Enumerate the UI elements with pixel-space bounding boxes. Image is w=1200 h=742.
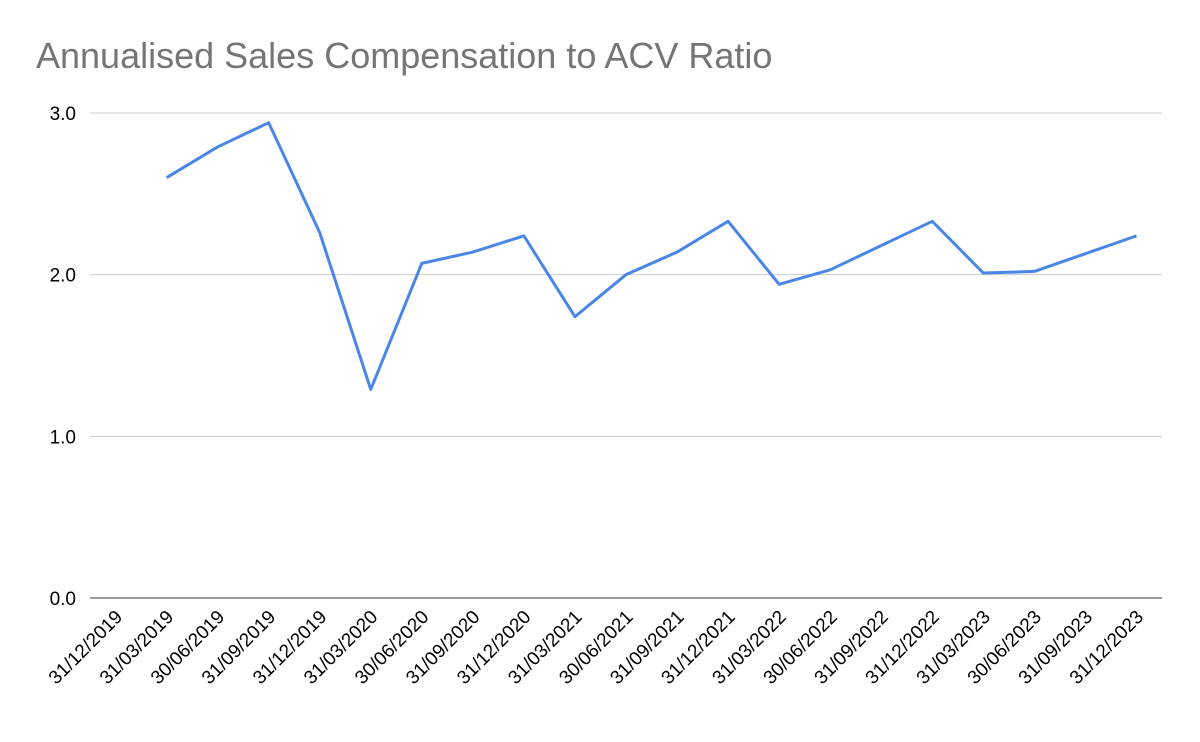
y-tick-label: 1.0 [50, 427, 76, 448]
chart-title: Annualised Sales Compensation to ACV Rat… [36, 35, 772, 76]
line-series [165, 121, 1137, 391]
y-tick-label: 2.0 [50, 266, 76, 287]
y-tick-label: 3.0 [50, 104, 76, 125]
y-tick-label: 0.0 [50, 589, 76, 610]
